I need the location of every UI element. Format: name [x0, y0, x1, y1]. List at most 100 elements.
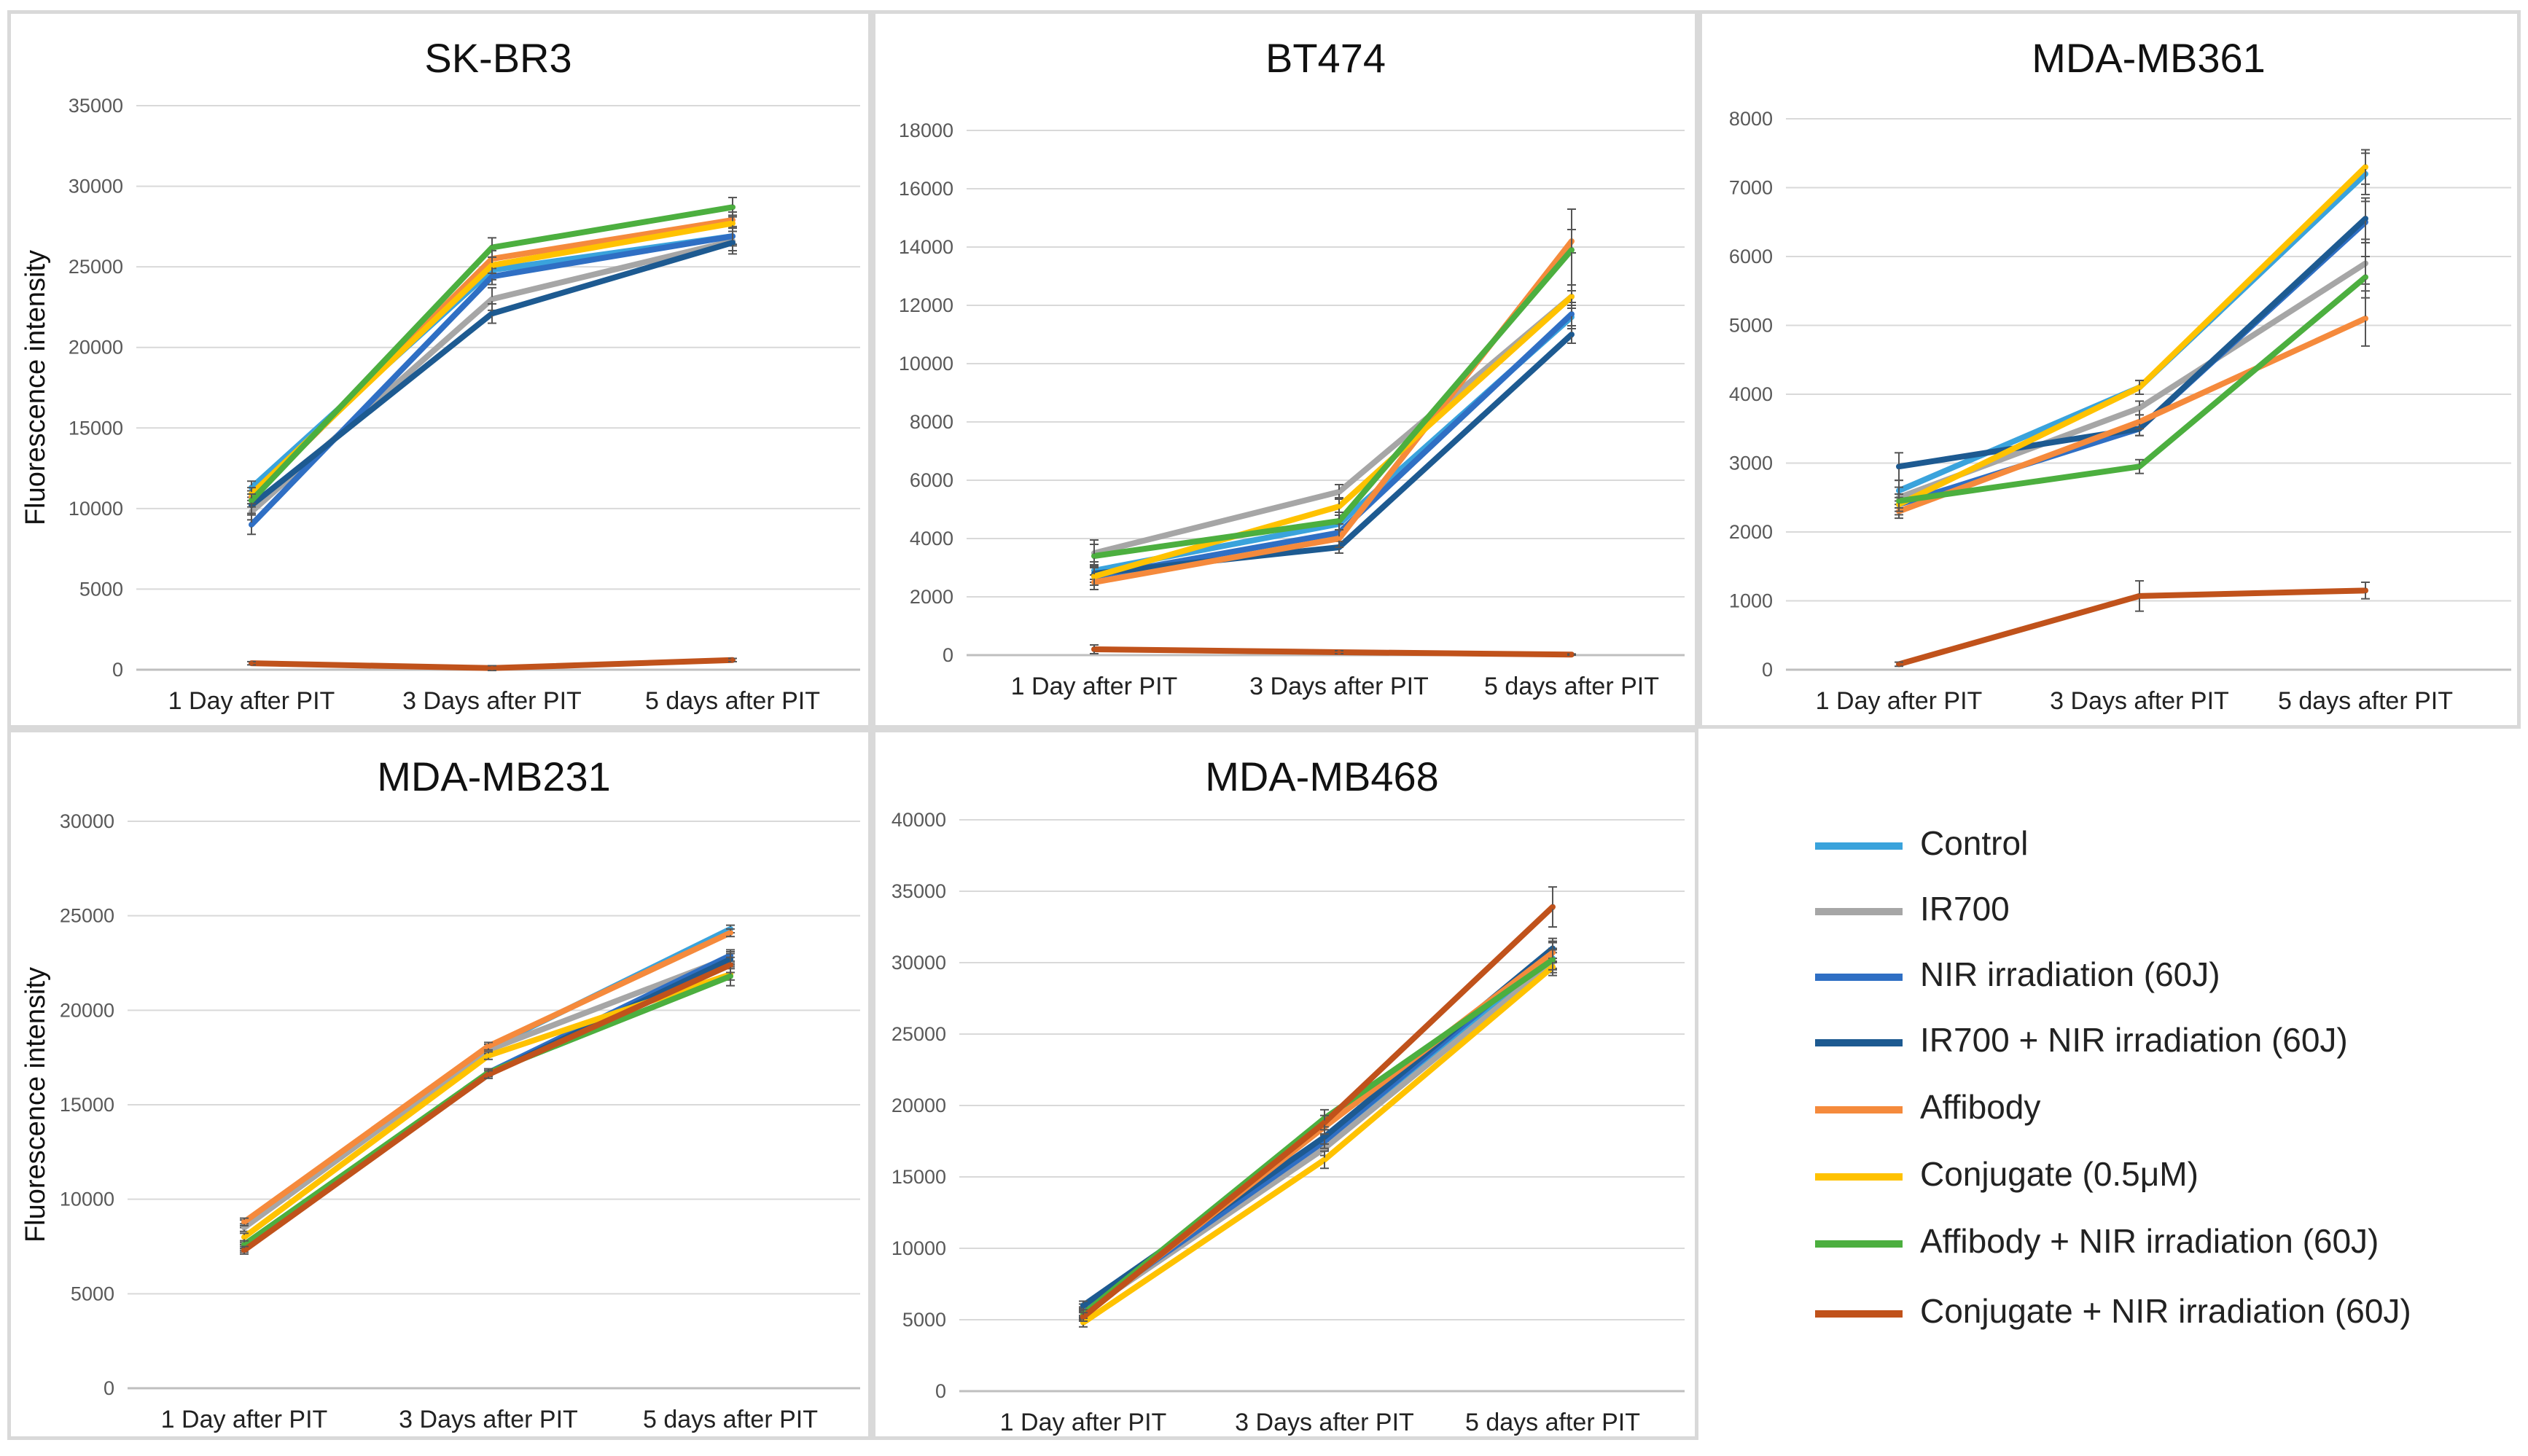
legend-label: Control	[1920, 824, 2029, 862]
data-point	[730, 205, 735, 210]
series-affibody-nir-irradiation-60j	[247, 197, 737, 508]
data-point	[1569, 652, 1574, 657]
x-tick-label: 3 Days after PIT	[2050, 687, 2229, 715]
legend-swatch	[1815, 1039, 1903, 1046]
data-point	[730, 221, 735, 226]
data-point	[1897, 464, 1901, 469]
data-point	[1897, 498, 1901, 504]
y-tick-label: 5000	[71, 1283, 114, 1304]
y-tick-label: 25000	[892, 1023, 946, 1045]
y-tick-label: 10000	[69, 498, 123, 520]
x-tick-label: 5 days after PIT	[2278, 687, 2453, 715]
y-tick-label: 35000	[69, 95, 123, 117]
x-tick-label: 5 days after PIT	[643, 1406, 818, 1433]
chart-title: SK-BR3	[424, 35, 571, 81]
y-tick-label: 14000	[899, 236, 953, 258]
y-tick-label: 25000	[60, 905, 114, 927]
x-tick-label: 1 Day after PIT	[1816, 687, 1983, 715]
y-tick-label: 20000	[892, 1095, 946, 1116]
y-tick-label: 3000	[1729, 453, 1773, 474]
data-point	[242, 1234, 246, 1240]
data-point	[1081, 1303, 1085, 1308]
data-point	[728, 931, 733, 936]
y-tick-label: 0	[935, 1380, 946, 1402]
legend-label: Affibody + NIR irradiation (60J)	[1920, 1222, 2379, 1260]
data-point	[2363, 588, 2368, 593]
data-point	[1569, 312, 1574, 316]
legend-label: Conjugate (0.5μM)	[1920, 1155, 2199, 1193]
y-tick-label: 8000	[910, 411, 953, 433]
chart-panel-mdamb468: MDA-MB468 0 5000 10000 15000 20000 25000 30000 3…	[872, 729, 1698, 1440]
data-point	[249, 661, 254, 666]
data-point	[2137, 419, 2142, 424]
data-point	[1337, 650, 1341, 654]
series-conjugate-nir-irradiation-60j	[1895, 580, 2370, 668]
data-point	[728, 963, 733, 968]
series-conjugate-nir-irradiation-60j	[240, 956, 735, 1255]
data-point	[490, 274, 494, 279]
x-tick-label: 3 Days after PIT	[1235, 1409, 1414, 1436]
y-tick-label: 10000	[899, 353, 953, 375]
data-point	[490, 665, 494, 670]
data-point	[2363, 165, 2368, 170]
x-tick-label: 1 Day after PIT	[1011, 673, 1178, 700]
data-point	[2363, 316, 2368, 321]
data-point	[1550, 958, 1555, 963]
y-tick-label: 2000	[910, 586, 953, 608]
y-tick-label: 20000	[69, 337, 123, 359]
y-tick-label: 12000	[899, 294, 953, 316]
y-tick-label: 18000	[899, 120, 953, 141]
legend-swatch	[1815, 908, 1903, 915]
x-tick-label: 5 days after PIT	[1484, 673, 1659, 700]
y-tick-label: 0	[1762, 659, 1773, 681]
y-tick-label: 35000	[892, 880, 946, 902]
y-tick-label: 40000	[892, 809, 946, 831]
data-point	[730, 240, 735, 245]
data-point	[1322, 1135, 1327, 1140]
chart-panel-mdamb361: MDA-MB361 0 1000 2000 3000 4000 5000 6000 7000 80…	[1698, 10, 2521, 729]
series-conjugate-nir-irradiation-60j	[1079, 886, 1557, 1322]
data-point	[2137, 385, 2142, 390]
chart-mdamb468: MDA-MB468 0 5000 10000 15000 20000 25000 30000 3…	[892, 754, 1685, 1436]
y-tick-label: 6000	[910, 469, 953, 491]
data-point	[1337, 504, 1341, 509]
x-tick-label: 3 Days after PIT	[399, 1406, 578, 1433]
series-line-affibody-nir-irradiation-60j	[241, 973, 733, 1248]
y-tick-label: 15000	[892, 1166, 946, 1188]
data-point	[242, 1219, 246, 1224]
chart-panel-bt474: BT474 0 2000 4000 6000 8000 10000 12000 14000 160…	[872, 10, 1698, 729]
y-tick-label: 16000	[899, 178, 953, 200]
legend-label: IR700	[1920, 890, 2010, 928]
series-ir700-nir-irradiation-60j	[247, 230, 737, 514]
x-tick-label: 3 Days after PIT	[402, 687, 582, 715]
data-point	[242, 1225, 246, 1230]
data-point	[1337, 490, 1341, 494]
y-tick-label: 20000	[60, 999, 114, 1021]
data-point	[1081, 1315, 1085, 1320]
y-tick-label: 1000	[1729, 590, 1773, 612]
y-tick-label: 5000	[902, 1309, 946, 1331]
y-axis-label: Fluorescence intensity	[20, 967, 51, 1242]
y-tick-label: 5000	[79, 578, 123, 600]
data-point	[242, 1248, 246, 1253]
chart-panel-mdamb231: MDA-MB231 Fluorescence intensity 0 5000 1000…	[7, 729, 872, 1440]
data-point	[249, 498, 254, 503]
data-point	[242, 1242, 246, 1247]
y-tick-label: 15000	[69, 417, 123, 439]
y-tick-label: 30000	[60, 810, 114, 832]
series-conjugate-nir-irradiation-60j	[1090, 644, 1576, 658]
legend: Control IR700 NIR irradiation (60J) IR700 +…	[1698, 729, 2528, 1456]
legend-swatch	[1815, 1173, 1903, 1181]
legend-swatch	[1815, 1106, 1903, 1113]
chart-mdamb231: MDA-MB231 Fluorescence intensity 0 5000 1000…	[20, 754, 860, 1433]
y-tick-label: 25000	[69, 256, 123, 278]
data-point	[2363, 275, 2368, 280]
data-point	[1092, 574, 1096, 579]
y-tick-label: 0	[112, 659, 123, 681]
data-point	[1322, 1120, 1327, 1125]
chart-title: MDA-MB361	[2032, 35, 2266, 81]
data-point	[1337, 536, 1341, 541]
y-tick-label: 4000	[910, 528, 953, 549]
data-point	[1322, 1157, 1327, 1162]
series-line-conjugate-nir-irradiation-60j	[1091, 646, 1575, 658]
